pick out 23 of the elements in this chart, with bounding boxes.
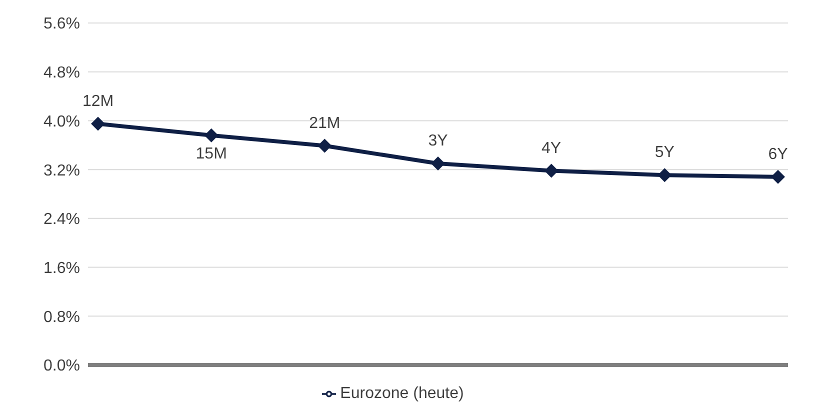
- point: [318, 138, 332, 153]
- point: [771, 170, 785, 184]
- point: [204, 128, 218, 142]
- point: [544, 164, 558, 178]
- y-tick-label: 3.2%: [44, 162, 80, 180]
- y-tick-label: 4.8%: [44, 64, 80, 82]
- y-tick-label: 4.0%: [44, 113, 80, 130]
- annotation: 4Y: [542, 140, 562, 157]
- annotation: 21M: [309, 114, 340, 132]
- y-tick-label: 1.6%: [44, 260, 80, 277]
- point: [431, 156, 445, 170]
- point: [91, 116, 105, 131]
- point: [658, 168, 672, 182]
- annotation: 12M: [82, 92, 114, 110]
- annotation: 6Y: [768, 146, 788, 163]
- y-tick-label: 0.0%: [44, 358, 80, 375]
- annotation: 15M: [196, 146, 227, 163]
- y-tick-label: 2.4%: [44, 211, 80, 228]
- y-tick-label: 0.8%: [44, 308, 80, 326]
- annotation: 3Y: [428, 132, 448, 150]
- annotation: 5Y: [654, 144, 675, 162]
- y-tick-label: 5.6%: [44, 16, 80, 33]
- legend-label: Eurozone (heute): [340, 385, 464, 402]
